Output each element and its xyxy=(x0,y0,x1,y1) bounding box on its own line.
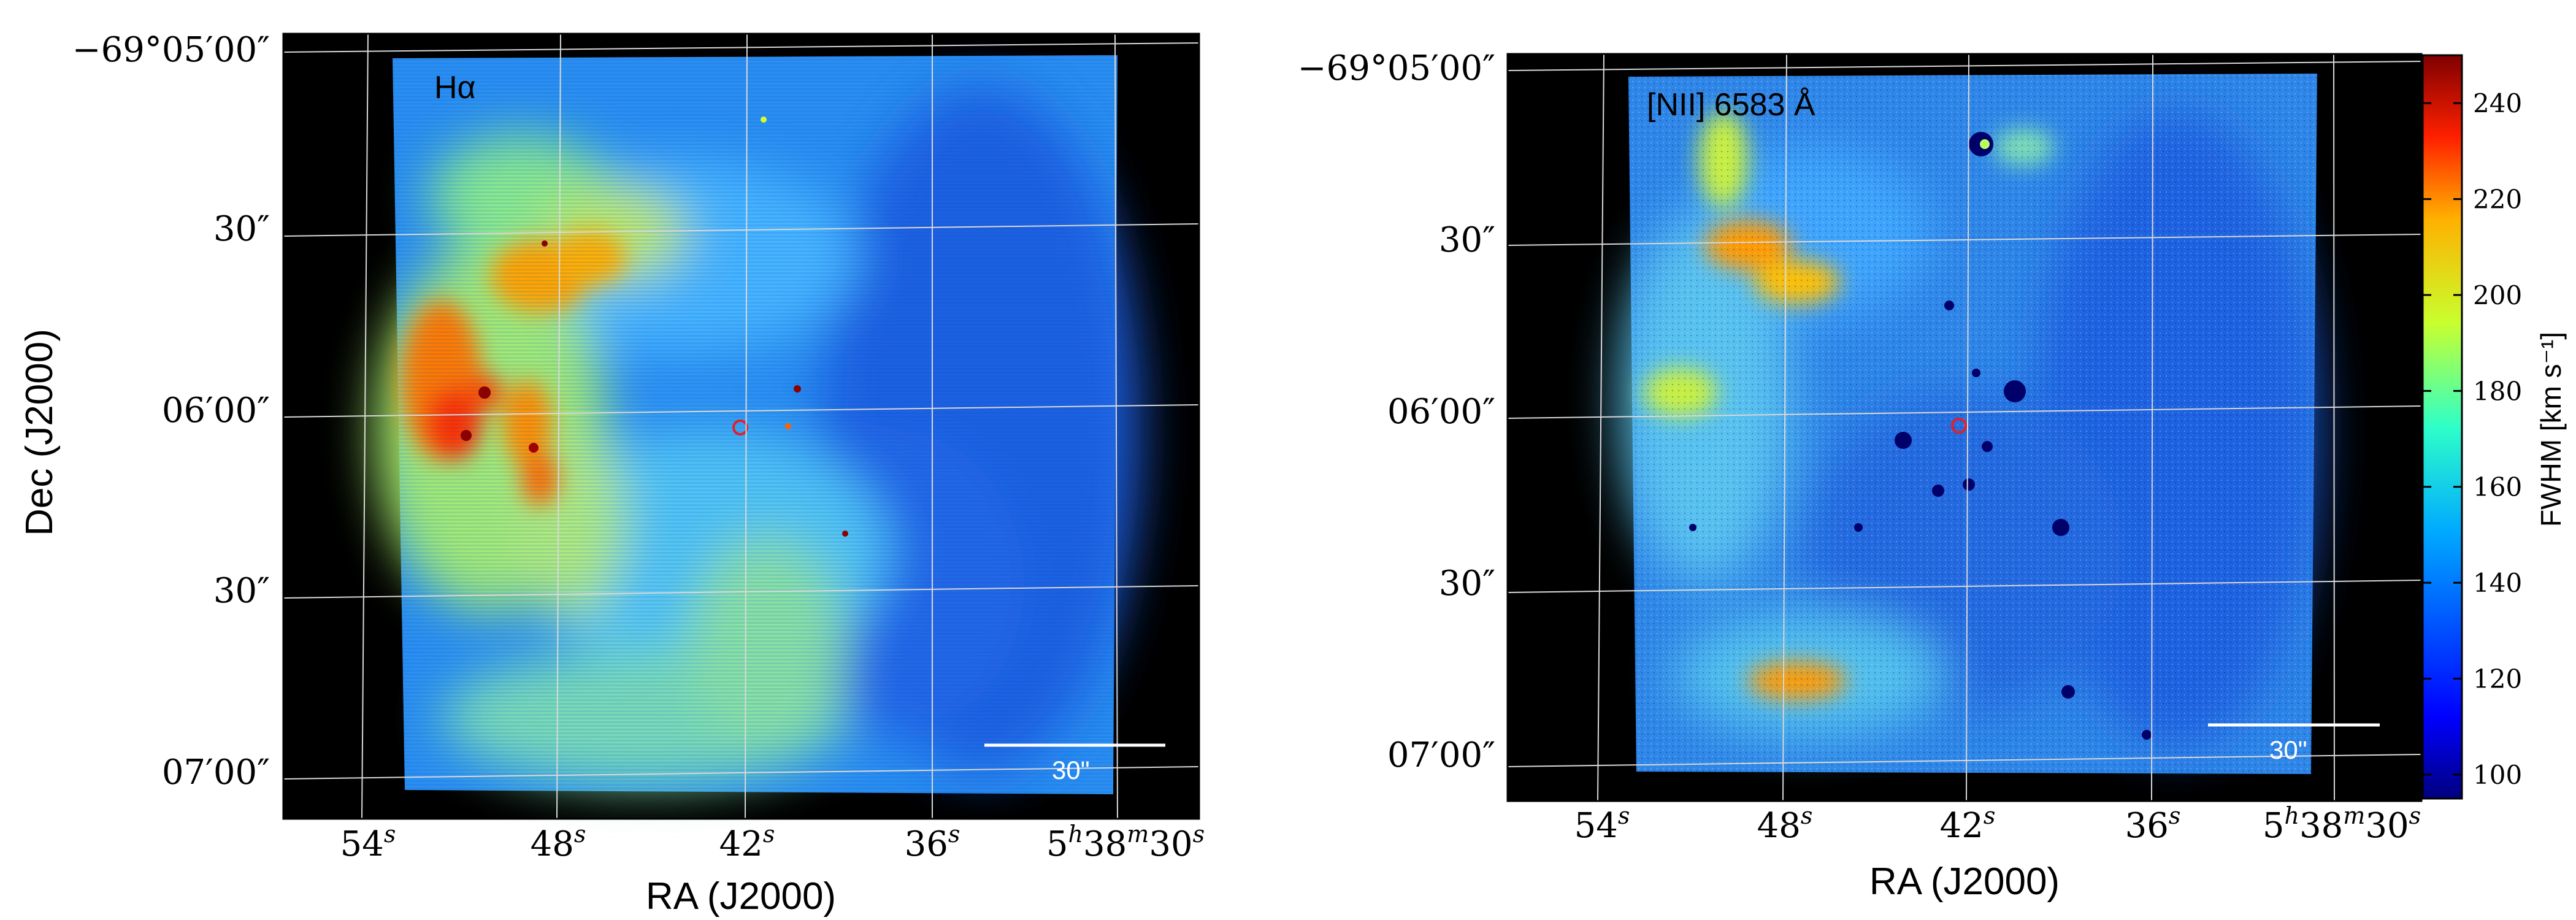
panel-nii: [NII] 6583 Å 30" 54s 48s 42s 36s 5h38m30… xyxy=(1298,48,2423,903)
panel-nii-scalebar-label: 30" xyxy=(2269,735,2307,764)
panel-nii-frame xyxy=(1506,53,2423,802)
ra-tick-label: 42s xyxy=(719,821,775,864)
dec-tick-label: 30″ xyxy=(1439,564,1495,604)
source-marker xyxy=(732,420,748,435)
ra-tick-label: 54s xyxy=(340,821,396,864)
x-axis-label: RA (J2000) xyxy=(646,875,836,918)
colorbar-tick-label: 120 xyxy=(2473,664,2522,694)
dec-tick-label: 30″ xyxy=(213,209,270,249)
colorbar-tick-label: 180 xyxy=(2473,376,2522,406)
x-axis-label: RA (J2000) xyxy=(1869,861,2060,903)
dec-tick-label: −69°05′00″ xyxy=(72,30,270,70)
colorbar-tick-label: 220 xyxy=(2473,185,2522,215)
colorbar-label: FWHM [km s⁻¹] xyxy=(2535,332,2567,527)
colorbar-tick-label: 200 xyxy=(2473,280,2522,310)
dec-tick-label: 07′00″ xyxy=(162,753,270,792)
panel-halpha-scalebar-label: 30" xyxy=(1052,756,1090,784)
dec-tick-label: 30″ xyxy=(213,571,270,611)
ra-tick-label: 48s xyxy=(1757,802,1813,846)
colorbar-tick-label: 100 xyxy=(2473,760,2522,790)
ra-tick-label-last: 5h38m30s xyxy=(2263,802,2421,846)
colorbar-ticks: 100 120 140 160 180 200 220 240 xyxy=(2423,88,2522,790)
colorbar: 100 120 140 160 180 200 220 240 FWHM [km s⁻¹] xyxy=(2421,54,2567,800)
ra-tick-label: 36s xyxy=(2125,802,2181,846)
source-marker xyxy=(1951,418,1967,434)
colorbar-gradient xyxy=(2421,54,2463,800)
panel-halpha-label: Hα xyxy=(434,70,476,105)
colorbar-tick-label: 240 xyxy=(2473,88,2522,118)
panel-halpha-grid xyxy=(283,33,1200,819)
ra-tick-label: 48s xyxy=(531,821,586,864)
ra-tick-label-last: 5h38m30s xyxy=(1046,821,1205,864)
dec-tick-label: 30″ xyxy=(1439,220,1495,260)
dec-tick-label: 07′00″ xyxy=(1387,735,1495,775)
dec-tick-label: 06′00″ xyxy=(1387,392,1495,432)
panel-halpha-frame xyxy=(282,33,1200,820)
panel-nii-grid xyxy=(1507,53,2422,802)
panel-halpha-map xyxy=(374,55,1141,794)
ra-tick-label: 54s xyxy=(1574,802,1630,846)
ra-tick-label: 42s xyxy=(1940,802,1996,846)
dec-tick-label: −69°05′00″ xyxy=(1298,48,1495,88)
panel-nii-label: [NII] 6583 Å xyxy=(1647,87,1815,123)
colorbar-tick-label: 160 xyxy=(2473,472,2522,502)
ra-tick-label: 36s xyxy=(905,821,960,864)
colorbar-tick-label: 140 xyxy=(2473,568,2522,598)
panel-halpha: Hα 30" 54s 48s 42s 36s 5h38m30s −69°05′0… xyxy=(18,30,1205,918)
panel-nii-map xyxy=(1619,74,2318,774)
y-axis-label: Dec (J2000) xyxy=(18,329,61,536)
dec-tick-label: 06′00″ xyxy=(162,391,270,431)
